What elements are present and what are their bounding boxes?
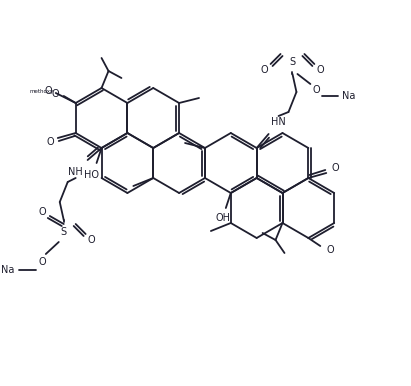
Text: O: O xyxy=(38,257,46,267)
Text: O: O xyxy=(261,65,268,75)
Text: HO: HO xyxy=(84,170,99,180)
Text: Na: Na xyxy=(1,265,15,275)
Text: O: O xyxy=(38,207,46,217)
Text: O: O xyxy=(52,89,60,99)
Text: O: O xyxy=(88,235,95,245)
Text: S: S xyxy=(289,57,296,67)
Text: O: O xyxy=(46,137,53,147)
Text: Na: Na xyxy=(342,91,355,101)
Text: S: S xyxy=(61,227,67,237)
Text: OH: OH xyxy=(215,213,230,223)
Text: O: O xyxy=(44,86,52,96)
Text: O: O xyxy=(312,85,320,95)
Text: O: O xyxy=(326,245,334,255)
Text: O: O xyxy=(331,163,339,173)
Text: methoxy: methoxy xyxy=(30,90,54,95)
Text: NH: NH xyxy=(68,167,83,177)
Text: HN: HN xyxy=(271,117,286,127)
Text: O: O xyxy=(316,65,324,75)
